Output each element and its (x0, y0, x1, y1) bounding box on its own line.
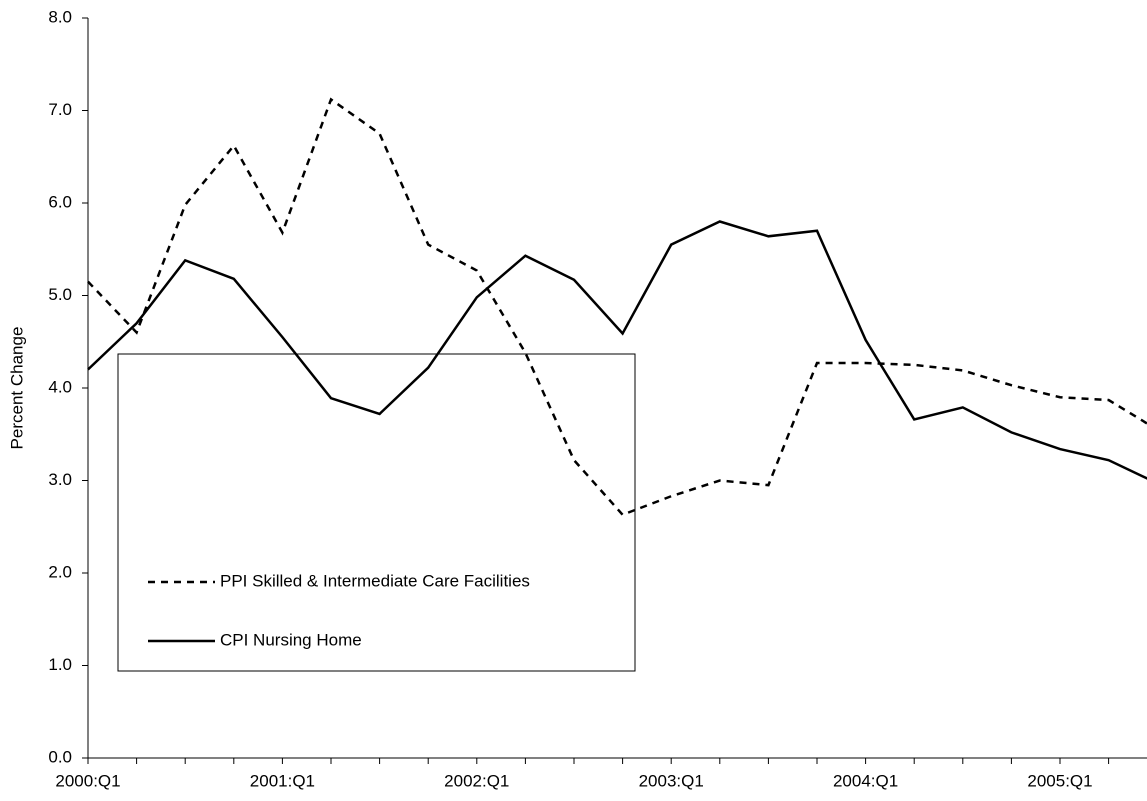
x-tick-label: 2002:Q1 (444, 771, 509, 790)
x-tick-label: 2004:Q1 (833, 771, 898, 790)
y-tick-label: 6.0 (48, 192, 72, 211)
legend-label: CPI Nursing Home (220, 630, 362, 649)
y-tick-label: 0.0 (48, 747, 72, 766)
y-tick-label: 4.0 (48, 377, 72, 396)
y-tick-label: 7.0 (48, 100, 72, 119)
legend-box (117, 353, 636, 672)
x-tick-label: 2001:Q1 (250, 771, 315, 790)
y-tick-label: 8.0 (48, 7, 72, 26)
y-tick-label: 3.0 (48, 470, 72, 489)
y-axis-label: Percent Change (7, 327, 26, 450)
y-tick-label: 5.0 (48, 285, 72, 304)
x-tick-label: 2000:Q1 (55, 771, 120, 790)
y-tick-label: 1.0 (48, 655, 72, 674)
legend-label: PPI Skilled & Intermediate Care Faciliti… (220, 571, 530, 590)
x-tick-label: 2003:Q1 (639, 771, 704, 790)
x-tick-label: 2005:Q1 (1027, 771, 1092, 790)
series-line (87, 220, 1147, 480)
y-tick-label: 2.0 (48, 562, 72, 581)
